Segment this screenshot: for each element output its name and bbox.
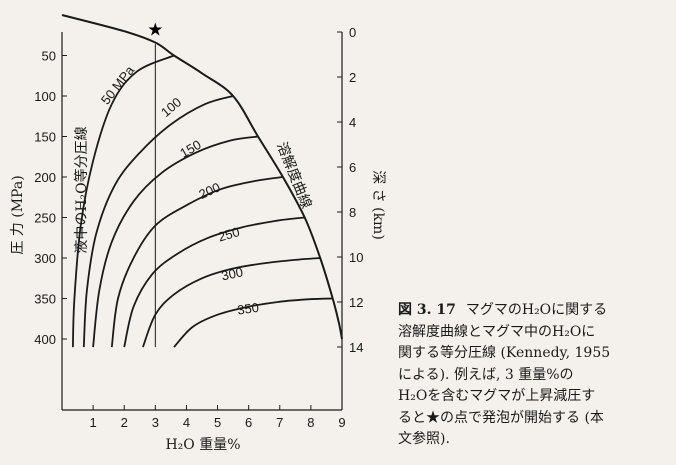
- curves: [61, 14, 343, 348]
- isobar-curve: [110, 176, 284, 348]
- isobar-curve: [92, 135, 259, 348]
- isobar-label: 300: [220, 264, 244, 283]
- y2-axis-title: 深 さ (km): [370, 170, 386, 240]
- isobar-label: 250: [216, 224, 241, 244]
- isobar-curve: [82, 95, 234, 348]
- caption-line: 溶解度曲線とマグマ中のH₂Oに: [398, 323, 596, 340]
- y-tick-label: 300: [34, 251, 56, 266]
- y2-tick-label: 14: [349, 340, 363, 355]
- isobar-curve: [72, 54, 175, 348]
- caption-line: H₂Oを含むマグマが上昇減圧す: [398, 388, 596, 404]
- y2-tick-label: 2: [349, 70, 356, 85]
- caption-line: 文参照).: [398, 431, 450, 447]
- x-tick-label: 3: [152, 415, 159, 430]
- figure-number: 図 3. 17: [398, 302, 456, 318]
- axis-ticks: 1 2 3 4 5 6 7 8 95010015020025030035040002468101…: [34, 25, 363, 430]
- isobar-label: 200: [197, 179, 223, 202]
- caption-line: 関する等分圧線 (Kennedy, 1955: [398, 345, 611, 361]
- caption-line: による). 例えば, 3 重量%の: [398, 366, 574, 383]
- y-tick-label: 350: [34, 292, 56, 307]
- isobar-curve: [123, 216, 305, 348]
- x-tick-label: 7: [276, 415, 283, 430]
- y-tick-label: 50: [42, 49, 56, 64]
- isobar-family-label: 液中のH₂O等分圧線: [73, 126, 90, 253]
- y-tick-label: 250: [34, 211, 56, 226]
- y-tick-label: 200: [34, 170, 56, 185]
- y2-tick-label: 12: [349, 295, 363, 310]
- isobar-label: 150: [177, 137, 203, 161]
- x-tick-label: 5: [214, 415, 221, 430]
- x-tick-label: 4: [183, 415, 190, 430]
- y-axis-title: 圧 力 (MPa): [10, 175, 26, 254]
- x-tick-label: 8: [307, 415, 314, 430]
- isobar-curve: [142, 257, 321, 348]
- y2-tick-label: 10: [349, 250, 363, 265]
- solubility-curve-label: 溶解度曲線: [273, 140, 314, 211]
- figure-caption: 図 3. 17 マグマのH₂Oに関する 溶解度曲線とマグマ中のH₂Oに 関する等分…: [398, 300, 670, 451]
- y-tick-label: 100: [34, 89, 56, 104]
- x-tick-label: 2: [121, 415, 128, 430]
- x-tick-label: 6: [245, 415, 252, 430]
- x-axis-title: H₂O 重量%: [165, 437, 240, 453]
- isobar-label: 100: [158, 94, 184, 119]
- isobar-label: 350: [236, 300, 260, 318]
- y-tick-label: 150: [34, 130, 56, 145]
- y-tick-label: 400: [34, 332, 56, 347]
- x-tick-label: 1: [89, 415, 96, 430]
- y2-tick-label: 8: [349, 205, 356, 220]
- star-marker: ★: [147, 20, 163, 41]
- caption-line: マグマのH₂Oに関する: [465, 302, 608, 318]
- x-tick-label: 9: [338, 415, 345, 430]
- isobar-label: 50 MPa: [98, 62, 138, 107]
- y2-tick-label: 0: [349, 25, 356, 40]
- y2-tick-label: 6: [349, 160, 356, 175]
- isobar-curve: [173, 297, 333, 348]
- y2-tick-label: 4: [349, 115, 356, 130]
- caption-line: ると★の点で発泡が開始する (本: [398, 409, 604, 426]
